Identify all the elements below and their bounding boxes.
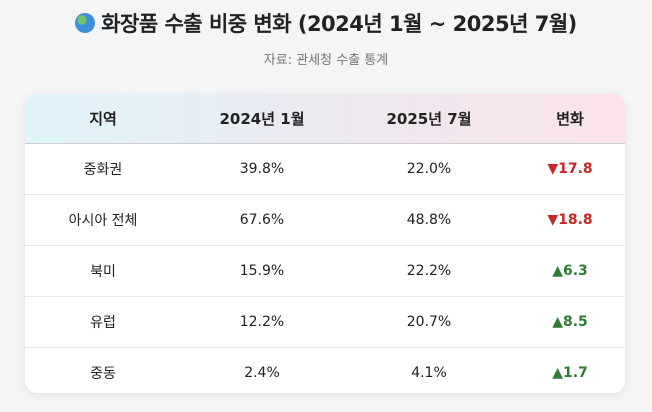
jan2024-cell: 2.4% <box>244 365 280 381</box>
triangle-up-icon: ▲ <box>552 365 563 381</box>
table-row: 중동 2.4% 4.1% ▲1.7 <box>25 348 625 393</box>
table-row: 아시아 전체 67.6% 48.8% ▼18.8 <box>25 195 625 246</box>
jan2024-cell: 67.6% <box>239 212 285 228</box>
jan2024-cell: 15.9% <box>239 263 285 279</box>
change-cell: ▲6.3 <box>515 263 625 279</box>
region-cell: 아시아 전체 <box>68 213 138 229</box>
region-cell: 유럽 <box>90 315 116 331</box>
table-row: 북미 15.9% 22.2% ▲6.3 <box>25 246 625 297</box>
header-2024-jan: 2024년 1월 <box>219 110 305 128</box>
header-change: 변화 <box>556 110 584 128</box>
title-text: 화장품 수출 비중 변화 (2024년 1월 ~ 2025년 7월) <box>101 12 577 36</box>
region-cell: 중동 <box>90 366 116 382</box>
triangle-up-icon: ▲ <box>552 263 563 279</box>
region-cell: 중화권 <box>83 162 123 178</box>
jul2025-cell: 20.7% <box>406 314 452 330</box>
header-2025-jul: 2025년 7월 <box>386 110 472 128</box>
triangle-up-icon: ▲ <box>552 314 563 330</box>
table-row: 중화권 39.8% 22.0% ▼17.8 <box>25 144 625 195</box>
change-cell: ▲1.7 <box>515 365 625 381</box>
jul2025-cell: 4.1% <box>411 365 447 381</box>
triangle-down-icon: ▼ <box>547 161 559 177</box>
subtitle: 자료: 관세청 수출 통계 <box>263 53 389 68</box>
change-value: 18.8 <box>558 212 593 228</box>
header-region: 지역 <box>89 110 117 128</box>
globe-icon <box>75 13 96 33</box>
table-header: 지역 2024년 1월 2025년 7월 변화 <box>25 94 625 144</box>
jul2025-cell: 48.8% <box>406 212 452 228</box>
change-value: 6.3 <box>562 263 588 279</box>
data-table: 지역 2024년 1월 2025년 7월 변화 중화권 39.8% 22.0% … <box>25 94 625 393</box>
change-value: 8.5 <box>562 314 588 330</box>
region-cell: 북미 <box>90 264 116 280</box>
jul2025-cell: 22.0% <box>406 161 452 177</box>
page-title: 화장품 수출 비중 변화 (2024년 1월 ~ 2025년 7월) <box>0 8 652 38</box>
jan2024-cell: 39.8% <box>239 161 285 177</box>
change-cell: ▼17.8 <box>515 161 625 177</box>
change-value: 1.7 <box>562 365 588 381</box>
jul2025-cell: 22.2% <box>406 263 452 279</box>
change-cell: ▲8.5 <box>515 314 625 330</box>
jan2024-cell: 12.2% <box>239 314 285 330</box>
change-value: 17.8 <box>558 161 593 177</box>
triangle-down-icon: ▼ <box>547 212 559 228</box>
table-row: 유럽 12.2% 20.7% ▲8.5 <box>25 297 625 348</box>
change-cell: ▼18.8 <box>515 212 625 228</box>
